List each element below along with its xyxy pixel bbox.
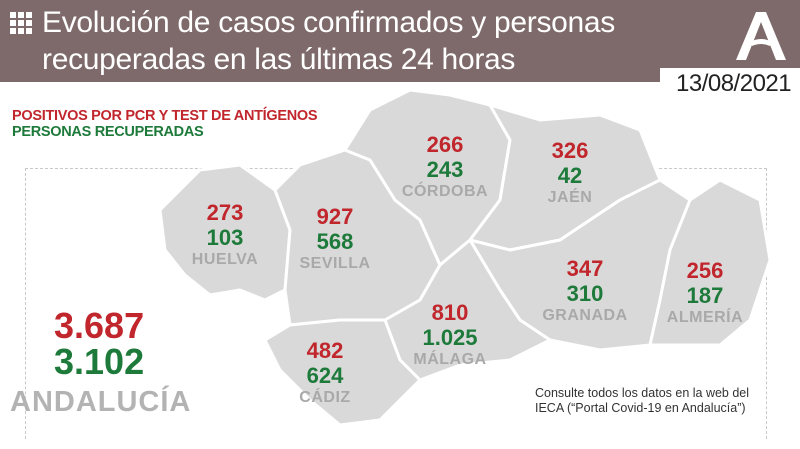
note-line-1: Consulte todos los datos en la web del <box>535 386 750 400</box>
date-label: 13/08/2021 <box>676 70 792 97</box>
recovered-value: 187 <box>686 283 724 308</box>
recovered-value: 310 <box>566 281 604 306</box>
total-andalucia: 3.687 3.102 <box>54 308 144 380</box>
title-line-2: recuperadas en las últimas 24 horas <box>42 43 516 76</box>
positives-value: 273 <box>206 200 244 225</box>
province-almeria: 256 187 ALMERÍA <box>655 258 755 328</box>
province-shape-huelva <box>158 163 292 302</box>
recovered-value: 1.025 <box>422 325 478 350</box>
province-malaga: 810 1.025 MÁLAGA <box>405 300 495 370</box>
total-positives: 3.687 <box>54 305 145 346</box>
province-name: JAÉN <box>547 189 593 206</box>
positives-value: 326 <box>551 138 589 163</box>
positives-value: 810 <box>431 300 469 325</box>
positives-value: 266 <box>426 132 464 157</box>
recovered-value: 568 <box>316 229 354 254</box>
recovered-value: 243 <box>426 157 464 182</box>
province-jaen: 326 42 JAÉN <box>540 138 600 208</box>
recovered-value: 42 <box>557 163 583 188</box>
province-shape-almeria <box>648 178 772 347</box>
province-name: GRANADA <box>542 307 628 324</box>
positives-value: 347 <box>566 256 604 281</box>
province-shape-cadiz <box>263 318 422 427</box>
date-tab <box>660 68 800 100</box>
province-cordoba: 266 243 CÓRDOBA <box>390 132 500 202</box>
region-name: ANDALUCÍA <box>10 386 192 418</box>
province-shape-malaga <box>383 238 552 382</box>
legend-recovered: PERSONAS RECUPERADAS <box>12 124 204 140</box>
grid-icon <box>10 12 32 34</box>
header-banner: Evolución de casos confirmados y persona… <box>0 0 800 82</box>
province-cadiz: 482 624 CÁDIZ <box>290 338 360 408</box>
positives-value: 927 <box>316 204 354 229</box>
province-granada: 347 310 GRANADA <box>535 256 635 326</box>
province-name: MÁLAGA <box>413 351 487 368</box>
province-name: CÁDIZ <box>299 389 351 406</box>
province-huelva: 273 103 HUELVA <box>180 200 270 270</box>
recovered-value: 624 <box>306 363 344 388</box>
province-name: SEVILLA <box>299 255 371 272</box>
positives-value: 256 <box>686 258 724 283</box>
legend-positives: POSITIVOS POR PCR Y TEST DE ANTÍGENOS <box>12 108 318 124</box>
source-note: Consulte todos los datos en la web del I… <box>535 386 749 416</box>
recovered-value: 103 <box>206 225 244 250</box>
junta-andalucia-logo <box>736 12 786 60</box>
province-name: HUELVA <box>191 251 259 268</box>
positives-value: 482 <box>306 338 344 363</box>
note-line-2: IECA (“Portal Covid-19 en Andalucía”) <box>535 401 746 415</box>
province-name: ALMERÍA <box>666 309 744 326</box>
title-line-1: Evolución de casos confirmados y persona… <box>42 6 616 39</box>
province-sevilla: 927 568 SEVILLA <box>290 204 380 274</box>
total-recovered: 3.102 <box>54 341 145 382</box>
province-name: CÓRDOBA <box>401 183 489 200</box>
page-title: Evolución de casos confirmados y persona… <box>42 4 615 78</box>
